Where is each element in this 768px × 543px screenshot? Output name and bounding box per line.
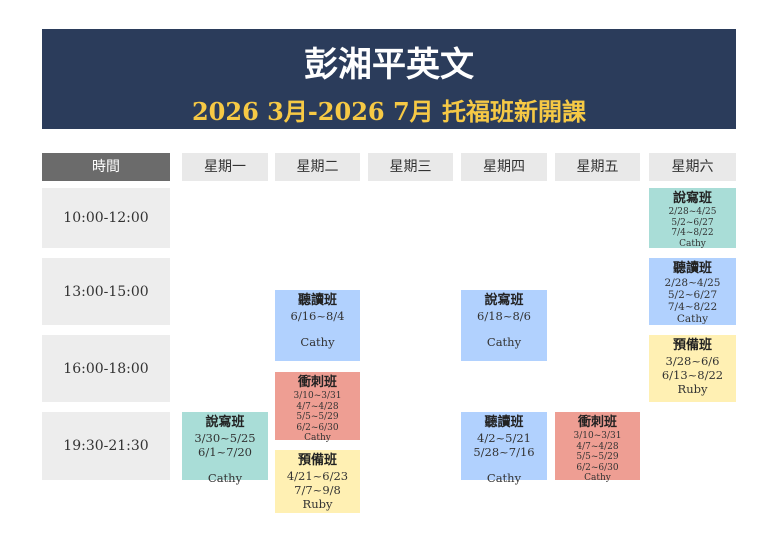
class-block: 預備班 4/21~6/23 7/7~9/8 Ruby [275,450,360,513]
class-dates: 2/28~4/25 [664,277,721,289]
class-dates: 3/30~5/25 [194,431,256,445]
time-slot: 10:00-12:00 [42,188,170,248]
class-title: 衝刺班 [577,415,617,430]
page-title: 彭湘平英文 [304,45,474,85]
column-header-mon: 星期一 [182,153,268,181]
class-dates: 7/4~8/22 [667,301,718,313]
class-dates [182,459,268,471]
class-dates: 5/5~5/29 [576,452,619,462]
class-teacher: Cathy [207,470,243,485]
class-dates: 5/2~6/27 [671,217,714,228]
class-dates: 5/28~7/16 [473,445,535,459]
class-teacher: Ruby [302,497,333,511]
time-slot: 13:00-15:00 [42,258,170,325]
class-block: 說寫班 6/18~8/6 Cathy [461,290,547,361]
column-header-wed: 星期三 [368,153,453,181]
class-dates: 7/4~8/22 [671,228,714,238]
class-teacher: Cathy [584,473,611,483]
class-block: 聽讀班 6/16~8/4 Cathy [275,290,360,361]
class-block: 聽讀班 4/2~5/21 5/28~7/16 Cathy [461,412,547,485]
class-title: 聽讀班 [672,261,712,276]
column-header-tue: 星期二 [275,153,360,181]
class-dates: 6/16~8/4 [290,309,345,323]
column-header-thu: 星期四 [461,153,547,181]
class-teacher: Cathy [679,238,706,249]
class-dates: 6/18~8/6 [477,309,531,323]
column-header-fri: 星期五 [555,153,640,181]
class-dates: 4/21~6/23 [286,469,349,483]
class-title: 說寫班 [484,293,524,308]
class-dates: 4/7~4/28 [296,401,339,412]
class-dates: 2/28~4/25 [668,207,717,217]
class-dates: 6/2~6/30 [576,462,619,473]
class-title: 聽讀班 [484,415,524,430]
class-block: 預備班 3/28~6/6 6/13~8/22 Ruby [649,335,736,402]
class-dates: 6/2~6/30 [296,422,339,433]
class-dates: 5/5~5/29 [296,412,339,422]
class-title: 預備班 [297,453,337,468]
class-teacher: Cathy [300,334,335,349]
class-dates: 7/7~9/8 [294,483,341,497]
class-dates: 5/2~6/27 [667,289,718,301]
column-header-sat: 星期六 [649,153,736,181]
class-dates: 4/2~5/21 [477,431,531,445]
class-dates: 6/1~7/20 [198,445,252,459]
class-title: 預備班 [672,338,712,353]
class-teacher: Cathy [304,433,331,443]
class-dates [275,323,360,335]
class-dates [461,323,547,335]
class-title: 說寫班 [672,191,712,206]
column-header-time: 時間 [42,153,170,181]
class-teacher: Ruby [677,382,708,396]
class-dates: 4/7~4/28 [576,441,619,452]
class-title: 說寫班 [205,415,245,430]
class-dates [461,459,547,471]
class-block: 衝刺班 3/10~3/31 4/7~4/28 5/5~5/29 6/2~6/30 Cath… [275,372,360,443]
page-subtitle: 2026 3月-2026 7月 托福班新開課 [191,97,587,126]
class-teacher: Cathy [486,470,522,485]
time-slot: 19:30-21:30 [42,412,170,480]
class-block: 說寫班 3/30~5/25 6/1~7/20 Cathy [182,412,268,485]
time-slot: 16:00-18:00 [42,335,170,402]
class-block: 說寫班 2/28~4/25 5/2~6/27 7/4~8/22 Cathy [649,188,736,249]
class-dates: 6/13~8/22 [661,368,724,382]
class-teacher: Cathy [676,313,709,325]
class-dates: 3/10~3/31 [293,391,342,401]
class-dates: 3/10~3/31 [573,431,622,441]
class-teacher: Cathy [486,334,522,349]
class-dates: 3/28~6/6 [665,354,720,368]
class-block: 衝刺班 3/10~3/31 4/7~4/28 5/5~5/29 6/2~6/30 Cath… [555,412,640,483]
header-banner: 彭湘平英文 2026 3月-2026 7月 托福班新開課 [42,29,736,129]
class-block: 聽讀班 2/28~4/25 5/2~6/27 7/4~8/22 Cathy [649,258,736,325]
class-title: 聽讀班 [297,293,337,308]
class-title: 衝刺班 [297,375,337,390]
